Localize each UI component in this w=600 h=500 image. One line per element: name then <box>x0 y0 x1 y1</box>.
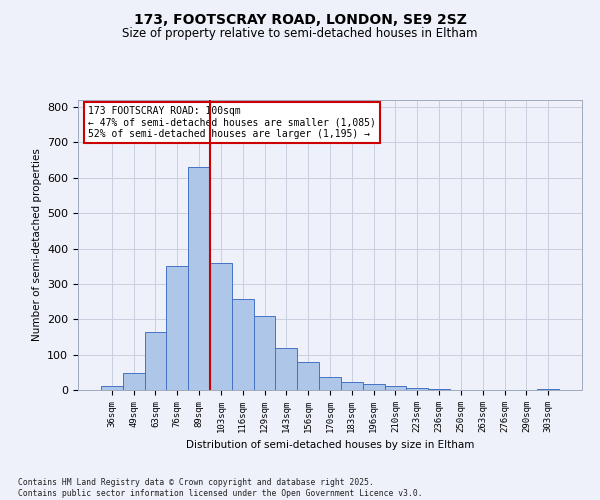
Bar <box>123 373 145 390</box>
Bar <box>232 299 254 390</box>
Bar <box>385 386 406 390</box>
X-axis label: Distribution of semi-detached houses by size in Eltham: Distribution of semi-detached houses by … <box>186 440 474 450</box>
Bar <box>210 262 232 390</box>
Bar <box>341 382 363 390</box>
Bar <box>166 266 188 390</box>
Bar <box>319 377 341 390</box>
Bar <box>428 389 450 390</box>
Bar <box>145 332 166 390</box>
Text: Contains HM Land Registry data © Crown copyright and database right 2025.
Contai: Contains HM Land Registry data © Crown c… <box>18 478 422 498</box>
Bar <box>406 388 428 390</box>
Bar <box>254 316 275 390</box>
Bar <box>275 348 297 390</box>
Bar <box>101 386 123 390</box>
Bar <box>297 362 319 390</box>
Text: 173 FOOTSCRAY ROAD: 100sqm
← 47% of semi-detached houses are smaller (1,085)
52%: 173 FOOTSCRAY ROAD: 100sqm ← 47% of semi… <box>88 106 376 139</box>
Bar <box>188 167 210 390</box>
Text: 173, FOOTSCRAY ROAD, LONDON, SE9 2SZ: 173, FOOTSCRAY ROAD, LONDON, SE9 2SZ <box>134 12 466 26</box>
Bar <box>363 384 385 390</box>
Y-axis label: Number of semi-detached properties: Number of semi-detached properties <box>32 148 41 342</box>
Text: Size of property relative to semi-detached houses in Eltham: Size of property relative to semi-detach… <box>122 28 478 40</box>
Bar <box>537 389 559 390</box>
